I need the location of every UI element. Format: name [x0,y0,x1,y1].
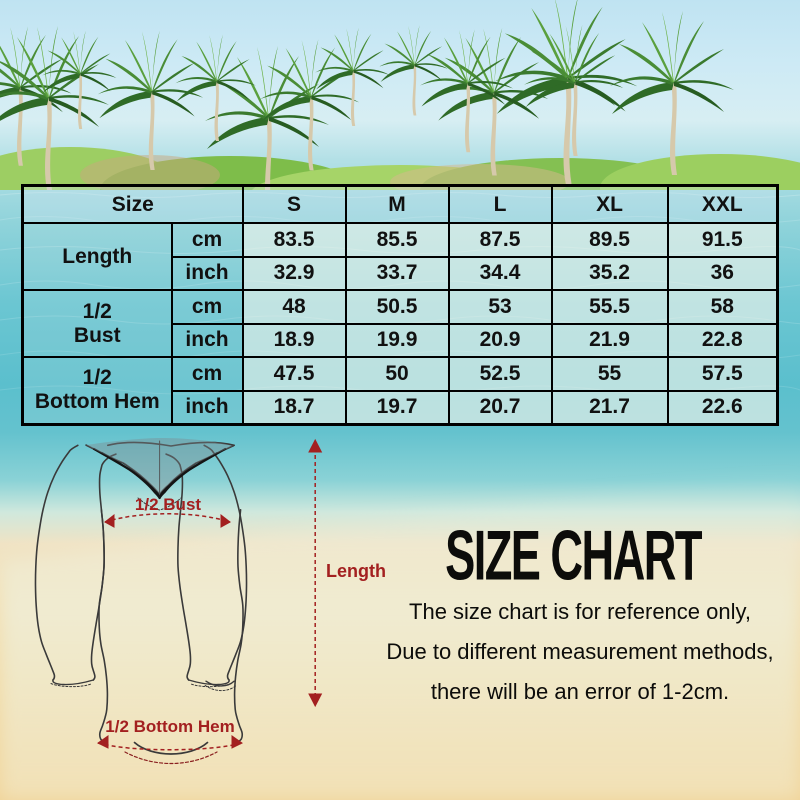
svg-text:1/2 Bottom Hem: 1/2 Bottom Hem [105,717,234,736]
svg-text:1/2 Bust: 1/2 Bust [135,495,201,514]
svg-text:Length: Length [326,561,386,581]
